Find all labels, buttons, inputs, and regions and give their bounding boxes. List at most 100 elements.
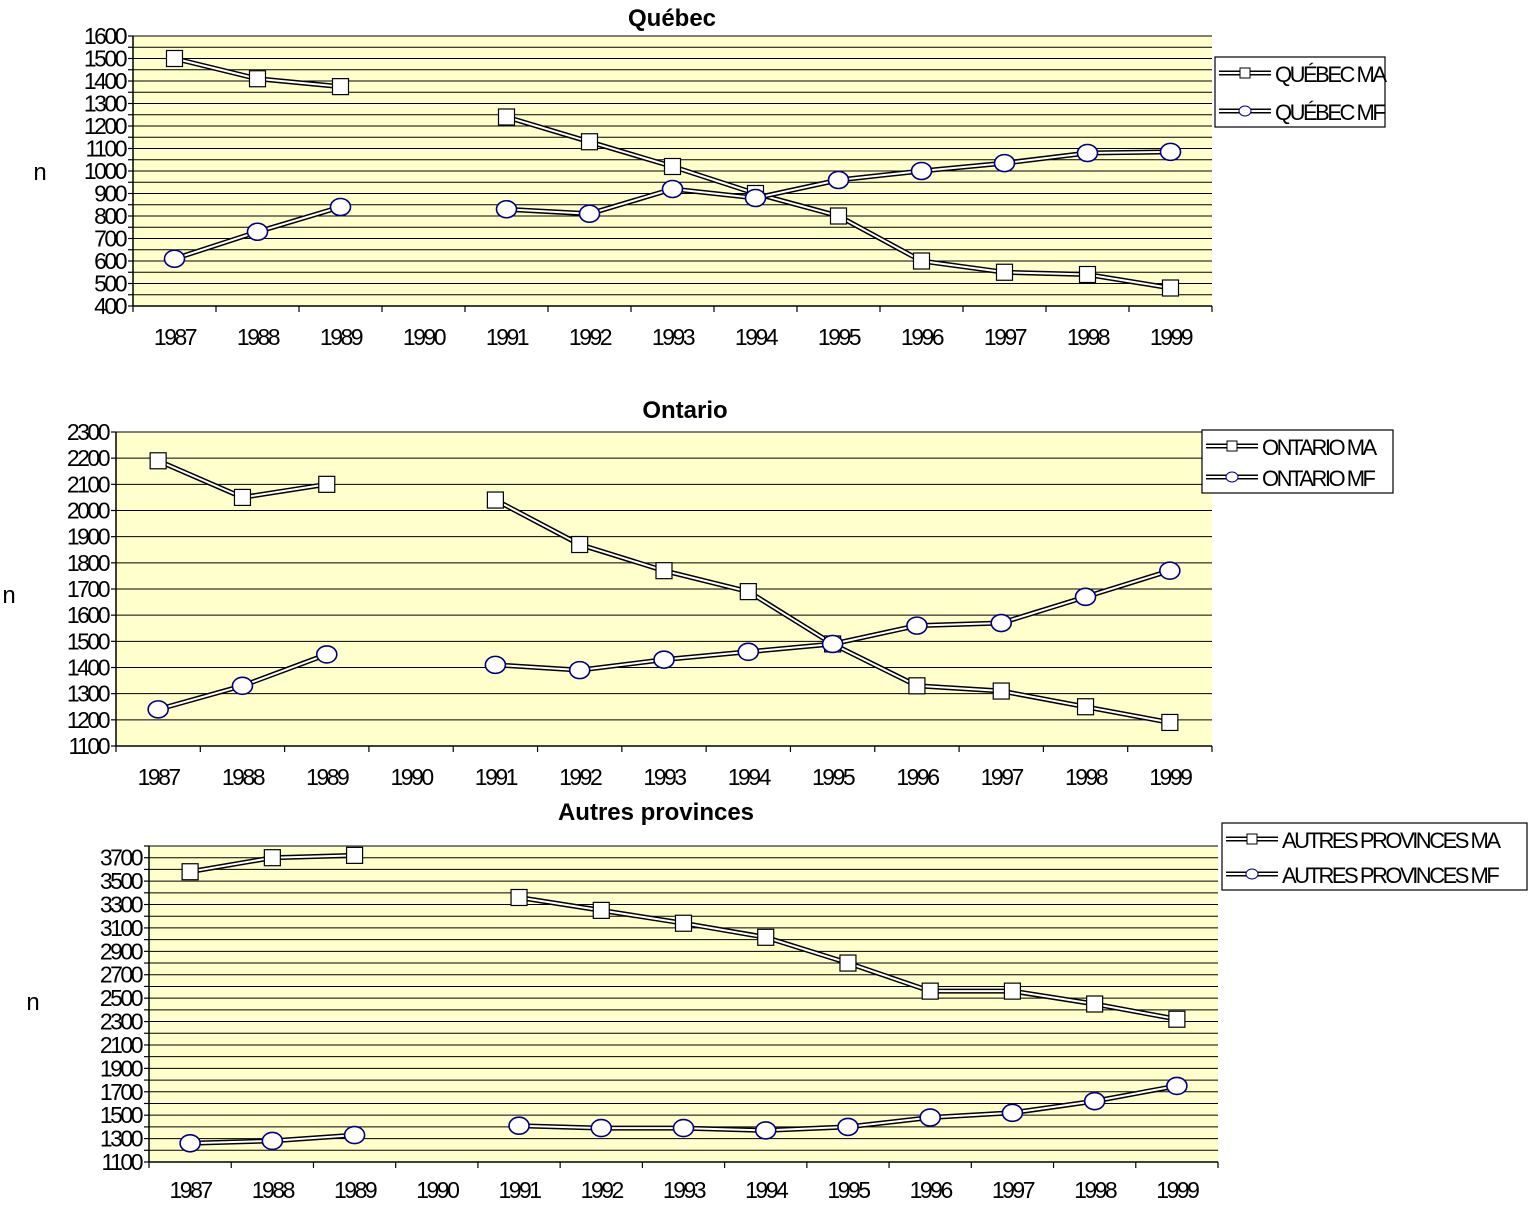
x-tick-label: 1996 (910, 1177, 953, 1203)
legend-circle-marker (1238, 105, 1252, 117)
x-tick-label: 1989 (306, 764, 349, 790)
y-tick-label: 1900 (67, 524, 110, 550)
y-tick-label: 1700 (100, 1079, 143, 1105)
series-mf-point-2 (329, 197, 352, 217)
series-ma-point-0 (165, 49, 184, 68)
series-ma-point-11 (1076, 698, 1095, 716)
series-mf-point-10 (993, 153, 1016, 173)
y-tick-label: 1200 (67, 707, 110, 733)
series-ma-point-5 (571, 535, 589, 554)
series-ma-point-12 (1161, 279, 1180, 297)
legend-label: ONTARIO MA (1262, 435, 1378, 460)
series-mf-point-1 (246, 222, 269, 242)
series-mf-point-9 (919, 1108, 941, 1127)
series-mf-point-1 (261, 1131, 284, 1151)
series-ma-point-5 (592, 901, 610, 919)
y-tick-label: 3500 (100, 868, 143, 894)
x-tick-label: 1991 (475, 764, 518, 790)
x-tick-label: 1995 (827, 1177, 870, 1203)
series-ma-point-1 (233, 488, 252, 507)
x-tick-label: 1991 (498, 1177, 541, 1203)
series-mf-point-1 (231, 676, 254, 696)
x-tick-label: 1990 (403, 324, 446, 350)
legend-square-marker (1239, 67, 1251, 79)
series-mf-point-8 (827, 170, 850, 190)
x-tick-label: 1989 (320, 324, 363, 350)
series-mf-point-2 (343, 1125, 366, 1145)
y-tick-label: 500 (94, 271, 127, 297)
x-tick-label: 1990 (416, 1177, 459, 1203)
y-tick-label: 900 (94, 181, 127, 207)
series-mf-point-2 (315, 645, 338, 664)
series-ma-point-2 (331, 78, 350, 96)
series-mf-point-5 (578, 204, 601, 224)
series-ma-point-7 (757, 928, 775, 946)
chart-title: Québec (628, 5, 716, 32)
x-tick-label: 1999 (1149, 764, 1192, 790)
series-ma-point-8 (829, 207, 848, 225)
series-ma-point-0 (149, 452, 167, 470)
legend-label: QUÉBEC MA (1275, 62, 1387, 87)
x-tick-label: 1989 (334, 1177, 377, 1203)
x-tick-label: 1994 (728, 764, 772, 790)
y-tick-label: 1100 (102, 1149, 143, 1175)
x-tick-label: 1999 (1156, 1177, 1199, 1203)
chart-3: 1100130015001700190021002300250027002900… (26, 799, 1528, 1203)
chart-title: Autres provinces (558, 799, 754, 826)
series-mf-point-7 (737, 642, 760, 662)
y-tick-label: 3700 (100, 845, 143, 871)
y-tick-label: 1300 (67, 681, 110, 707)
x-tick-label: 1997 (984, 324, 1027, 350)
series-ma-point-0 (181, 863, 199, 881)
x-tick-label: 1994 (735, 324, 779, 350)
y-tick-label: 1300 (84, 91, 127, 117)
y-tick-label: 2700 (100, 962, 143, 988)
series-ma-point-6 (663, 157, 682, 176)
y-tick-label: 2300 (67, 419, 110, 445)
y-tick-label: 2000 (67, 498, 110, 524)
y-tick-label: 1600 (67, 602, 110, 628)
series-ma (165, 49, 1180, 297)
y-tick-label: 1500 (100, 1102, 143, 1128)
series-mf-point-5 (590, 1118, 613, 1138)
series-ma-point-5 (580, 133, 599, 151)
series-mf-point-9 (910, 161, 933, 181)
series-mf-point-12 (1166, 1076, 1188, 1096)
x-tick-label: 1991 (486, 324, 529, 350)
series-mf-point-7 (744, 188, 767, 208)
x-tick-label: 1987 (170, 1177, 213, 1203)
x-tick-label: 1992 (559, 764, 602, 790)
series-ma-point-2 (318, 475, 336, 493)
series-ma-point-1 (248, 70, 267, 88)
series-ma (149, 452, 1179, 732)
y-tick-label: 1200 (84, 113, 127, 139)
x-tick-label: 1996 (896, 764, 939, 790)
series-mf-point-7 (754, 1121, 777, 1140)
series-ma-point-9 (912, 252, 931, 270)
y-tick-label: 1500 (67, 628, 110, 654)
x-tick-label: 1994 (745, 1177, 789, 1203)
y-tick-label: 1900 (100, 1055, 143, 1081)
series-ma-point-11 (1078, 265, 1097, 284)
series-ma-point-4 (497, 108, 516, 126)
series-mf-point-8 (837, 1117, 859, 1137)
x-tick-label: 1998 (1067, 324, 1110, 350)
legend: QUÉBEC MA QUÉBEC MF (1214, 56, 1390, 128)
x-tick-label: 1999 (1150, 324, 1193, 350)
y-tick-label: 1800 (67, 550, 110, 576)
legend: AUTRES PROVINCES MA AUTRES PROVINCES MF (1221, 822, 1528, 891)
series-mf-point-0 (163, 249, 186, 269)
x-tick-label: 1988 (237, 324, 280, 350)
y-tick-label: 1400 (84, 68, 127, 94)
series-mf-point-11 (1076, 143, 1099, 163)
x-tick-label: 1995 (818, 324, 861, 350)
series-mf-point-0 (179, 1133, 201, 1153)
y-tick-label: 3100 (100, 915, 143, 941)
legend-label: AUTRES PROVINCES MF (1282, 863, 1499, 888)
y-tick-label: 1500 (84, 46, 127, 72)
x-tick-label: 1988 (222, 764, 265, 790)
legend-square-marker (1226, 440, 1238, 452)
legend: ONTARIO MA ONTARIO MF (1201, 429, 1394, 494)
series-mf (147, 561, 1181, 719)
x-tick-label: 1993 (663, 1177, 706, 1203)
